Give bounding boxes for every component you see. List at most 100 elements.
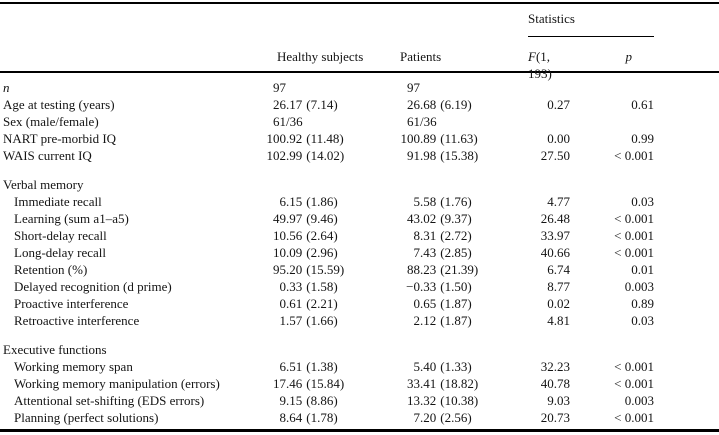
row-label: Proactive interference <box>14 296 129 311</box>
value-fraction-part: .68 <box>420 97 437 112</box>
patients-value: 2.12 (1.87) <box>395 312 528 329</box>
value-sd: (1.38) <box>306 359 338 374</box>
healthy-value: 49.97 (9.46) <box>258 210 395 227</box>
value-sd: (1.33) <box>440 359 472 374</box>
value-fraction-part: .89 <box>420 131 437 146</box>
patients-value: −0.33 (1.50) <box>395 278 528 295</box>
value-integer-part: 26 <box>407 97 420 112</box>
p-value <box>570 113 654 130</box>
top-rule <box>0 2 719 4</box>
f-value: 0.02 <box>547 296 570 311</box>
table-row: Long-delay recall 10.09 (2.96) 7.43 (2.85) 40… <box>0 244 719 261</box>
header-rule <box>0 71 719 73</box>
healthy-value: 102.99 (14.02) <box>258 147 395 164</box>
healthy-value: 6.51 (1.38) <box>258 358 395 375</box>
label-column-header <box>0 48 258 82</box>
value-fraction-part: .33 <box>420 279 437 294</box>
patients-value: 88.23 (21.39) <box>395 261 528 278</box>
patients-value: 8.31 (2.72) <box>395 227 528 244</box>
value-fraction-part: .20 <box>420 410 437 425</box>
p-value: 0.01 <box>631 262 654 277</box>
value-fraction-part: .02 <box>420 211 437 226</box>
value-sd: (15.84) <box>306 376 345 391</box>
value-sd: (8.86) <box>306 393 338 408</box>
f-value: 33.97 <box>540 228 570 243</box>
patients-value: 43.02 (9.37) <box>395 210 528 227</box>
value-sd: (11.63) <box>440 131 478 146</box>
row-label: Working memory span <box>14 359 133 374</box>
p-value: < 0.001 <box>614 245 654 260</box>
p-value: < 0.001 <box>614 211 654 226</box>
value-fraction-part: .98 <box>420 148 437 163</box>
value-sd: (9.46) <box>306 211 338 226</box>
value-integer-part: 97 <box>273 80 286 95</box>
table-row: WAIS current IQ 102.99 (14.02) 91.98 (15.38)… <box>0 147 719 164</box>
value-integer-part: 61 <box>273 114 286 129</box>
row-label: Working memory manipulation (errors) <box>14 376 220 391</box>
value-sd: (1.86) <box>306 194 338 209</box>
value-integer-part: 13 <box>407 393 420 408</box>
p-value: 0.03 <box>631 194 654 209</box>
value-integer-part: 43 <box>407 211 420 226</box>
p-column-header: p <box>625 49 633 64</box>
bottom-rule <box>0 429 719 432</box>
value-integer-part: 8 <box>279 410 287 425</box>
patients-value: 26.68 (6.19) <box>395 96 528 113</box>
healthy-value: 6.15 (1.86) <box>258 193 395 210</box>
value-sd: (2.96) <box>306 245 338 260</box>
value-sd: (1.66) <box>306 313 338 328</box>
patients-value: 33.41 (18.82) <box>395 375 528 392</box>
p-value: 0.89 <box>631 296 654 311</box>
value-sd: (2.72) <box>440 228 472 243</box>
value-fraction-part: /36 <box>420 114 437 129</box>
patients-value: 100.89 (11.63) <box>395 130 528 147</box>
healthy-value: 8.64 (1.78) <box>258 409 395 426</box>
section-header-row: Executive functions <box>0 341 719 358</box>
value-sd: (7.14) <box>306 97 338 112</box>
f-symbol: F <box>528 49 536 64</box>
patients-value: 0.65 (1.87) <box>395 295 528 312</box>
value-fraction-part: .20 <box>286 262 303 277</box>
f-value: 0.00 <box>547 131 570 146</box>
value-fraction-part: .12 <box>420 313 437 328</box>
p-value: 0.003 <box>624 393 654 408</box>
row-label: NART pre-morbid IQ <box>3 131 117 146</box>
value-sd: (14.02) <box>306 148 345 163</box>
p-value: < 0.001 <box>614 148 654 163</box>
p-value: < 0.001 <box>614 376 654 391</box>
row-label: Retention (%) <box>14 262 88 277</box>
table-row: Attentional set-shifting (EDS errors) 9.1… <box>0 392 719 409</box>
value-integer-part: 0 <box>279 296 287 311</box>
f-value: 4.81 <box>547 313 570 328</box>
row-label: WAIS current IQ <box>3 148 92 163</box>
patients-value: 5.58 (1.76) <box>395 193 528 210</box>
value-integer-part: 33 <box>407 376 420 391</box>
table-row: Retroactive interference 1.57 (1.66) 2.12 (1… <box>0 312 719 329</box>
section-title: Executive functions <box>3 342 107 357</box>
f-value: 40.78 <box>540 376 570 391</box>
healthy-value: 97 <box>258 79 395 96</box>
value-integer-part: 100 <box>400 131 421 146</box>
statistics-label: Statistics <box>528 11 575 26</box>
row-label: Attentional set-shifting (EDS errors) <box>14 393 205 408</box>
patients-value: 61/36 <box>395 113 528 130</box>
value-fraction-part: .64 <box>286 410 303 425</box>
value-sd: (6.19) <box>440 97 472 112</box>
statistics-group-header: Statistics <box>528 8 654 37</box>
p-value: 0.03 <box>631 313 654 328</box>
value-fraction-part: .40 <box>420 359 437 374</box>
f-value: 26.48 <box>540 211 570 226</box>
value-integer-part: 95 <box>273 262 286 277</box>
healthy-value: 61/36 <box>258 113 395 130</box>
value-integer-part: 6 <box>279 359 287 374</box>
f-value <box>528 79 570 96</box>
value-sd: (1.87) <box>440 313 472 328</box>
row-label: Retroactive interference <box>14 313 140 328</box>
value-sd: (1.87) <box>440 296 472 311</box>
value-sd: (11.48) <box>306 131 344 146</box>
value-integer-part: 0 <box>413 296 421 311</box>
f-value: 27.50 <box>540 148 570 163</box>
value-integer-part: 10 <box>273 245 286 260</box>
value-integer-part: 7 <box>413 410 421 425</box>
